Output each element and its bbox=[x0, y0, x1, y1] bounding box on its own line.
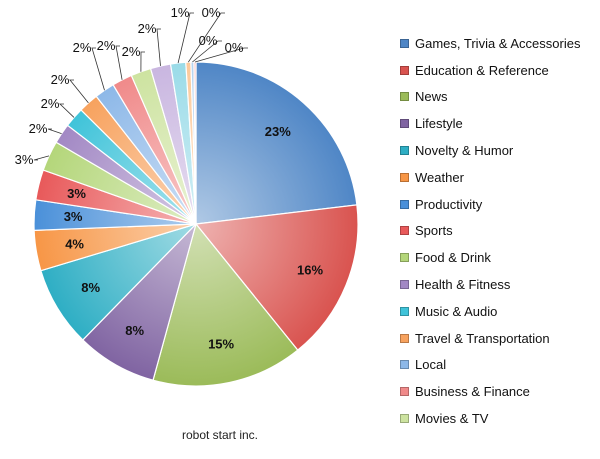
legend-swatch bbox=[400, 360, 409, 370]
legend-item: Games, Trivia & Accessories bbox=[400, 30, 580, 57]
legend-item: Lifestyle bbox=[400, 110, 580, 137]
legend-swatch bbox=[400, 92, 409, 102]
legend-label: Weather bbox=[415, 169, 464, 185]
legend-item: Novelty & Humor bbox=[400, 137, 580, 164]
chart-legend: Games, Trivia & Accessories Education & R… bbox=[400, 30, 580, 432]
legend-swatch bbox=[400, 387, 409, 397]
legend-label: Local bbox=[415, 357, 447, 373]
slice-value-label: 4% bbox=[65, 236, 84, 251]
chart-caption: robot start inc. bbox=[181, 428, 259, 442]
leader-line bbox=[140, 51, 145, 72]
legend-label: Productivity bbox=[415, 196, 483, 212]
legend-swatch bbox=[400, 226, 409, 236]
legend-item: Education & Reference bbox=[400, 57, 580, 84]
legend-swatch bbox=[400, 172, 409, 182]
slice-value-label: 0% bbox=[199, 33, 218, 48]
legend-item: Health & Fitness bbox=[400, 271, 580, 298]
legend-label: Food & Drink bbox=[415, 250, 491, 266]
leader-line bbox=[187, 12, 225, 63]
legend-swatch bbox=[400, 38, 409, 48]
pie-slice bbox=[195, 61, 358, 225]
slice-value-label: 3% bbox=[64, 209, 83, 224]
legend-label: Travel & Transportation bbox=[415, 330, 550, 346]
legend-swatch bbox=[400, 119, 409, 129]
pie-slice bbox=[152, 222, 299, 387]
legend-item: Business & Finance bbox=[400, 378, 580, 405]
legend-item: Music & Audio bbox=[400, 298, 580, 325]
slice-value-label: 2% bbox=[73, 40, 92, 55]
legend-swatch bbox=[400, 333, 409, 343]
slice-value-label: 15% bbox=[208, 337, 234, 352]
legend-label: Business & Finance bbox=[415, 384, 530, 400]
pie-slice bbox=[194, 204, 359, 351]
leader-line bbox=[47, 128, 62, 134]
slice-value-label: 2% bbox=[29, 121, 48, 136]
legend-label: Movies & TV bbox=[415, 411, 489, 427]
slice-value-label: 2% bbox=[138, 21, 157, 36]
slice-value-label: 2% bbox=[41, 96, 60, 111]
slice-value-label: 3% bbox=[67, 186, 86, 201]
leader-line bbox=[69, 79, 89, 104]
legend-item: Food & Drink bbox=[400, 244, 580, 271]
legend-item: News bbox=[400, 84, 580, 111]
slice-value-label: 2% bbox=[51, 72, 70, 87]
slice-value-label: 2% bbox=[97, 38, 116, 53]
legend-swatch bbox=[400, 280, 409, 290]
legend-swatch bbox=[400, 414, 409, 424]
legend-item: Productivity bbox=[400, 191, 580, 218]
leader-line bbox=[156, 28, 161, 66]
legend-label: News bbox=[415, 89, 448, 105]
legend-label: Novelty & Humor bbox=[415, 143, 514, 159]
legend-label: Music & Audio bbox=[415, 303, 498, 319]
legend-item: Sports bbox=[400, 218, 580, 245]
slice-value-label: 16% bbox=[297, 262, 323, 277]
leader-line bbox=[194, 47, 248, 63]
slice-value-label: 3% bbox=[15, 152, 34, 167]
leader-line bbox=[59, 103, 75, 118]
legend-swatch bbox=[400, 253, 409, 263]
legend-swatch bbox=[400, 65, 409, 75]
leader-line bbox=[33, 155, 50, 161]
slice-value-label: 8% bbox=[81, 280, 100, 295]
legend-swatch bbox=[400, 146, 409, 156]
legend-item: Travel & Transportation bbox=[400, 325, 580, 352]
leader-line bbox=[115, 45, 123, 80]
legend-label: Health & Fitness bbox=[415, 277, 511, 293]
slice-value-label: 0% bbox=[225, 40, 244, 55]
leader-line bbox=[91, 47, 105, 91]
legend-item: Weather bbox=[400, 164, 580, 191]
leader-line bbox=[177, 12, 194, 64]
legend-item: Movies & TV bbox=[400, 405, 580, 432]
leader-line bbox=[192, 40, 222, 63]
slice-value-label: 0% bbox=[202, 5, 221, 20]
legend-swatch bbox=[400, 199, 409, 209]
slice-value-label: 8% bbox=[125, 323, 144, 338]
legend-item: Local bbox=[400, 352, 580, 379]
slice-value-label: 2% bbox=[122, 44, 141, 59]
legend-label: Games, Trivia & Accessories bbox=[415, 35, 581, 51]
legend-label: Education & Reference bbox=[415, 62, 549, 78]
slice-value-label: 1% bbox=[171, 5, 190, 20]
legend-label: Lifestyle bbox=[415, 116, 463, 132]
legend-swatch bbox=[400, 306, 409, 316]
legend-label: Sports bbox=[415, 223, 453, 239]
slice-value-label: 23% bbox=[265, 124, 291, 139]
